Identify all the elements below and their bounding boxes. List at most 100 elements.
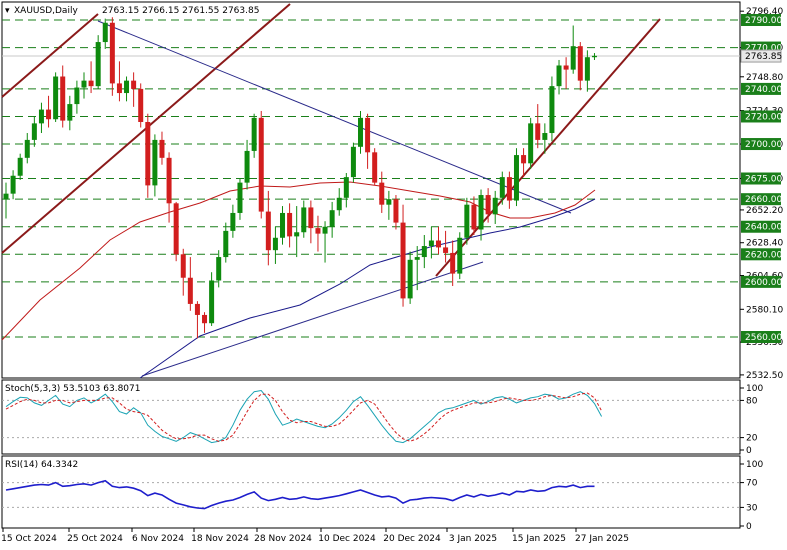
level-tag-label: 2600.00 — [745, 278, 782, 288]
candle-body — [513, 155, 519, 201]
candle-body — [109, 22, 115, 84]
x-tick-label: 15 Oct 2024 — [1, 534, 57, 544]
candle-body — [31, 123, 37, 140]
level-tag — [741, 193, 781, 206]
osc-y-tick-label: 0 — [746, 446, 752, 456]
candle-body — [471, 204, 477, 230]
price-header-arrow: ▾ — [5, 6, 10, 16]
candle-body — [202, 314, 208, 324]
candle-body — [435, 240, 441, 248]
candle-body — [485, 195, 491, 215]
candle-body — [180, 254, 186, 278]
candle-body — [379, 182, 385, 205]
price-ohlc: 2763.15 2766.15 2761.55 2763.85 — [102, 6, 259, 16]
candle-body — [166, 157, 172, 204]
candle-body — [294, 232, 300, 237]
candle-body — [549, 86, 555, 134]
candle-body — [386, 199, 392, 205]
y-tick-label: 2796.40 — [746, 7, 783, 17]
candle-body — [556, 65, 562, 87]
y-tick-label: 2748.80 — [746, 73, 783, 83]
stoch-panel — [1, 379, 741, 455]
candle-body — [287, 212, 293, 237]
candle-body — [343, 177, 349, 198]
candle-body — [499, 177, 505, 198]
candle-body — [60, 76, 66, 121]
osc-y-tick-label: 30 — [746, 503, 758, 513]
x-tick-label: 28 Nov 2024 — [254, 534, 312, 544]
y-tick-label: 2556.30 — [746, 338, 783, 348]
stochastic-series-line — [5, 389, 603, 444]
level-tag — [741, 110, 781, 123]
candle-body — [67, 104, 73, 121]
osc-y-tick-label: 100 — [746, 460, 763, 470]
osc-y-tick-label: 70 — [746, 479, 758, 489]
candle-body — [216, 257, 222, 281]
x-tick-label: 15 Jan 2025 — [512, 534, 566, 544]
candle-body — [95, 42, 101, 87]
level-tag-label: 2770.00 — [745, 44, 782, 54]
y-tick-label: 2628.40 — [746, 239, 783, 249]
candle-body — [521, 155, 527, 164]
candle-body — [372, 152, 378, 183]
candle-body — [584, 57, 590, 81]
level-tag-label: 2640.00 — [745, 223, 782, 233]
candle-body — [46, 109, 52, 120]
price-symbol: XAUUSD,Daily — [14, 6, 78, 16]
level-tag-label: 2740.00 — [745, 85, 782, 95]
level-tag-label: 2560.00 — [745, 333, 782, 343]
candle-body — [209, 280, 215, 324]
candle-body — [464, 204, 470, 238]
candle-body — [131, 80, 137, 89]
rsi-panel — [1, 455, 741, 529]
rsi-header: RSI(14) 64.3342 — [5, 460, 78, 470]
x-tick-label: 18 Nov 2024 — [191, 534, 249, 544]
level-tag-label: 2660.00 — [745, 195, 782, 205]
candle-body — [74, 87, 80, 105]
candle-body — [194, 303, 200, 315]
candle-body — [528, 123, 534, 164]
candle-body — [365, 117, 371, 153]
level-tag — [741, 138, 781, 151]
candle-body — [457, 237, 463, 274]
candle-body — [116, 83, 122, 94]
candle-body — [591, 55, 597, 58]
last-price-label: 2763.85 — [745, 52, 782, 62]
candle-body — [17, 157, 23, 176]
ma-blue-line — [139, 198, 596, 379]
candle-body — [223, 230, 229, 258]
candle-body — [88, 80, 94, 87]
candle-body — [187, 277, 193, 304]
candle-body — [81, 80, 87, 88]
candle-body — [393, 199, 399, 223]
y-tick-label: 2580.10 — [746, 305, 783, 315]
candle-body — [358, 117, 363, 147]
x-tick-label: 3 Jan 2025 — [449, 534, 497, 544]
level-tag — [741, 220, 781, 233]
candle-body — [237, 182, 243, 213]
candle-body — [407, 259, 413, 299]
x-tick-label: 10 Dec 2024 — [318, 534, 376, 544]
level-tag — [741, 14, 781, 26]
candle-body — [159, 139, 165, 158]
candle-body — [3, 193, 9, 200]
x-tick-label: 6 Nov 2024 — [132, 534, 184, 544]
candle-body — [450, 252, 456, 274]
level-tag — [741, 331, 781, 343]
candle-body — [563, 65, 569, 70]
level-tag — [741, 82, 781, 95]
candle-body — [535, 123, 541, 140]
downtrend-line — [97, 20, 572, 214]
support-line — [141, 261, 484, 377]
x-tick-label: 25 Oct 2024 — [67, 534, 123, 544]
last-price-tag — [740, 49, 782, 63]
osc-y-tick-label: 80 — [746, 396, 758, 406]
price-panel — [1, 1, 741, 379]
candle-body — [173, 203, 179, 255]
candle-body — [350, 146, 356, 178]
level-tag-label: 2790.00 — [745, 16, 782, 26]
candle-body — [329, 210, 335, 227]
candle-body — [10, 175, 16, 194]
level-tag — [741, 275, 781, 288]
